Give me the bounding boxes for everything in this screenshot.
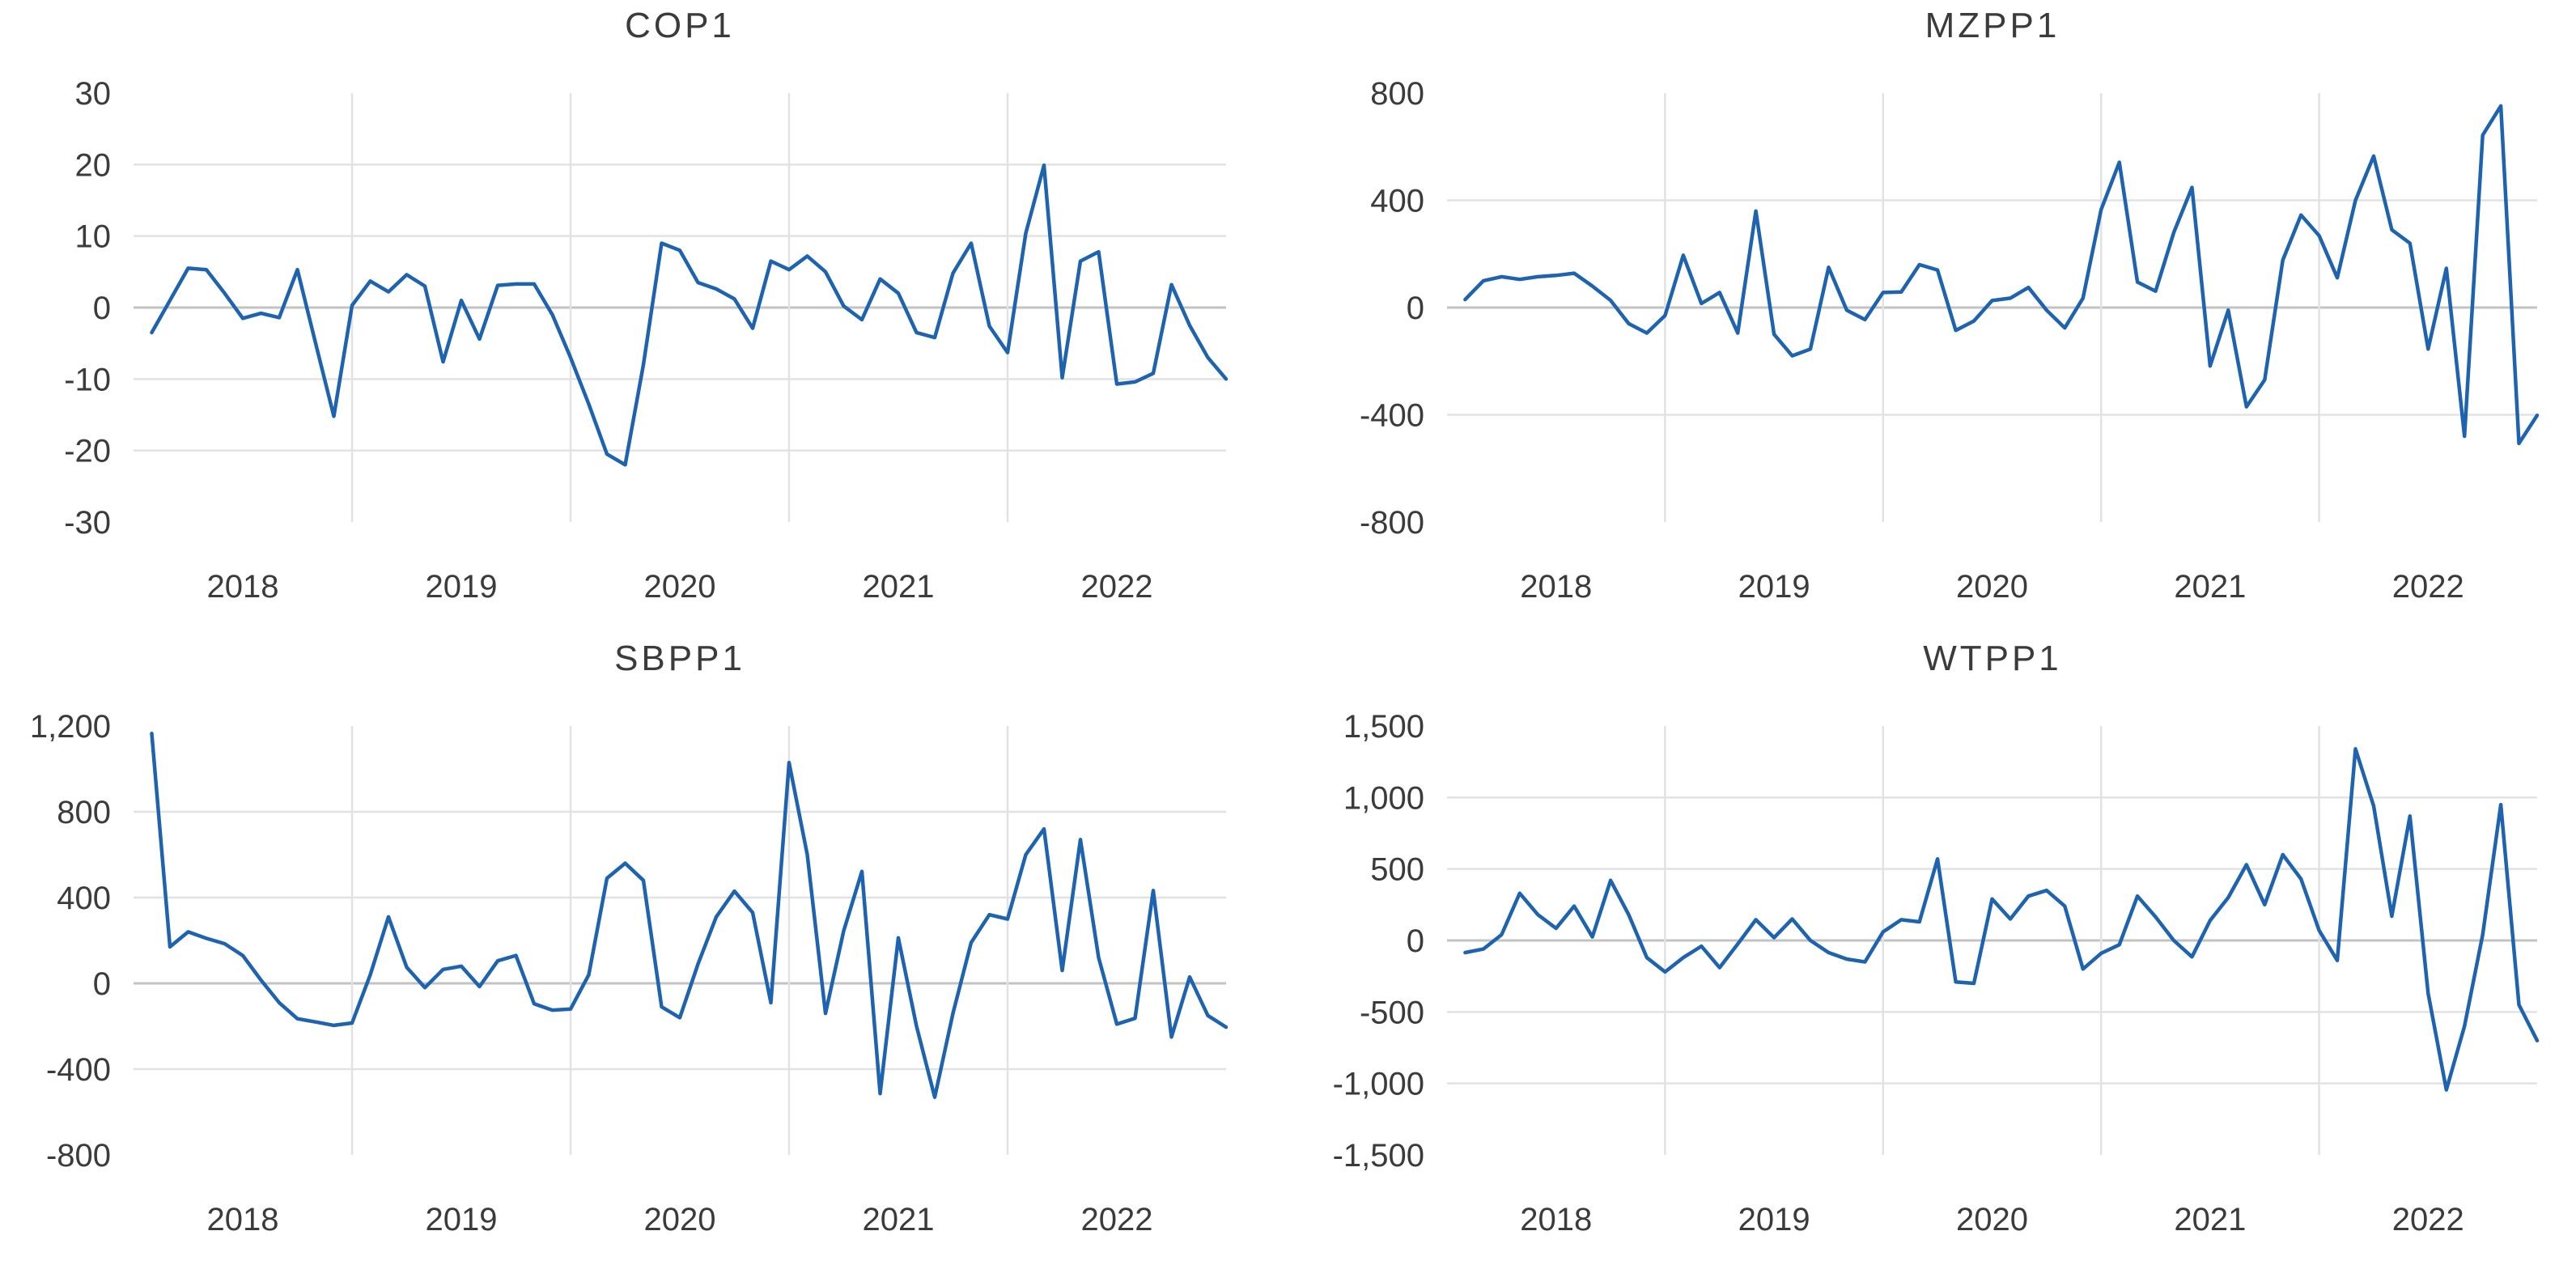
y-tick-label: -1,500 [1333, 1138, 1424, 1174]
x-tick-label: 2019 [1738, 569, 1810, 605]
axis-label-layer: 1,500 1,000 500 0 -500 -1,000 -1,500 2018 2019 20… [1333, 709, 2464, 1237]
chart-title: WTPP1 [1923, 639, 2062, 678]
y-tick-label: 800 [57, 795, 111, 830]
y-tick-label: -500 [1360, 995, 1424, 1030]
y-tick-label: 0 [1407, 923, 1424, 959]
chart-mzpp1: MZPP1 800 400 0 -400 -800 2018 2019 2020 2021 202… [1360, 6, 2540, 605]
axis-label-layer: 800 400 0 -400 -800 2018 2019 2020 2021 2022 [1360, 76, 2464, 605]
x-tick-label: 2021 [2174, 569, 2246, 605]
grid-layer [134, 93, 1226, 522]
x-tick-label: 2020 [1956, 569, 2028, 605]
x-tick-label: 2022 [1081, 1202, 1153, 1237]
series-line [1463, 747, 2540, 1092]
x-tick-label: 2022 [2392, 569, 2464, 605]
x-tick-label: 2018 [1520, 569, 1592, 605]
chart-title: MZPP1 [1925, 6, 2060, 45]
series-line [1463, 104, 2540, 446]
series-layer [1463, 747, 2540, 1092]
y-tick-label: -20 [64, 434, 111, 469]
y-tick-label: -1,000 [1333, 1067, 1424, 1102]
x-tick-label: 2020 [644, 1202, 716, 1237]
y-tick-label: 0 [93, 966, 111, 1002]
y-tick-label: 0 [1407, 291, 1424, 326]
series-line [150, 732, 1229, 1099]
series-layer [150, 732, 1229, 1099]
chart-wtpp1: WTPP1 1,500 1,000 500 0 -500 -1,000 -1,500 2018… [1333, 639, 2540, 1237]
y-tick-label: 500 [1370, 852, 1424, 888]
y-tick-label: -10 [64, 362, 111, 397]
y-tick-label: -800 [46, 1138, 111, 1174]
y-tick-label: -800 [1360, 505, 1424, 541]
x-tick-label: 2022 [1081, 569, 1153, 605]
chart-title: COP1 [625, 6, 735, 45]
x-tick-label: 2021 [2174, 1202, 2246, 1237]
series-layer [1463, 104, 2540, 446]
grid-layer [1447, 726, 2537, 1155]
x-tick-label: 2018 [207, 569, 279, 605]
y-tick-label: -400 [46, 1052, 111, 1088]
y-tick-label: 1,500 [1343, 709, 1424, 745]
chart-title: SBPP1 [614, 639, 745, 678]
x-tick-label: 2019 [1738, 1202, 1810, 1237]
y-tick-label: 400 [1370, 184, 1424, 219]
series-line [150, 163, 1229, 467]
series-layer [150, 163, 1229, 467]
y-tick-label: 800 [1370, 76, 1424, 112]
y-tick-label: 400 [57, 881, 111, 916]
x-tick-label: 2018 [1520, 1202, 1592, 1237]
x-tick-label: 2021 [863, 1202, 935, 1237]
x-tick-label: 2020 [644, 569, 716, 605]
y-tick-label: 0 [93, 291, 111, 326]
y-tick-label: -30 [64, 505, 111, 541]
y-tick-label: 20 [75, 147, 112, 183]
grid-layer [134, 726, 1226, 1155]
axis-label-layer: 1,200 800 400 0 -400 -800 2018 2019 2020 2021 2022 [30, 709, 1153, 1237]
y-tick-label: 10 [75, 219, 112, 255]
y-tick-label: 1,000 [1343, 780, 1424, 816]
x-tick-label: 2021 [863, 569, 935, 605]
y-tick-label: 1,200 [30, 709, 111, 745]
x-tick-label: 2020 [1956, 1202, 2028, 1237]
x-tick-label: 2022 [2392, 1202, 2464, 1237]
x-tick-label: 2018 [207, 1202, 279, 1237]
x-tick-label: 2019 [426, 569, 498, 605]
y-tick-label: -400 [1360, 398, 1424, 434]
x-tick-label: 2019 [426, 1202, 498, 1237]
axis-label-layer: 30 20 10 0 -10 -20 -30 2018 2019 2020 2021 2022 [64, 76, 1152, 605]
chart-sbpp1: SBPP1 1,200 800 400 0 -400 -800 2018 2019 2020 20… [30, 639, 1229, 1237]
chart-cop1: COP1 30 20 10 0 -10 -20 -30 2018 2019 2020 2021 202… [64, 6, 1229, 605]
y-tick-label: 30 [75, 76, 112, 112]
